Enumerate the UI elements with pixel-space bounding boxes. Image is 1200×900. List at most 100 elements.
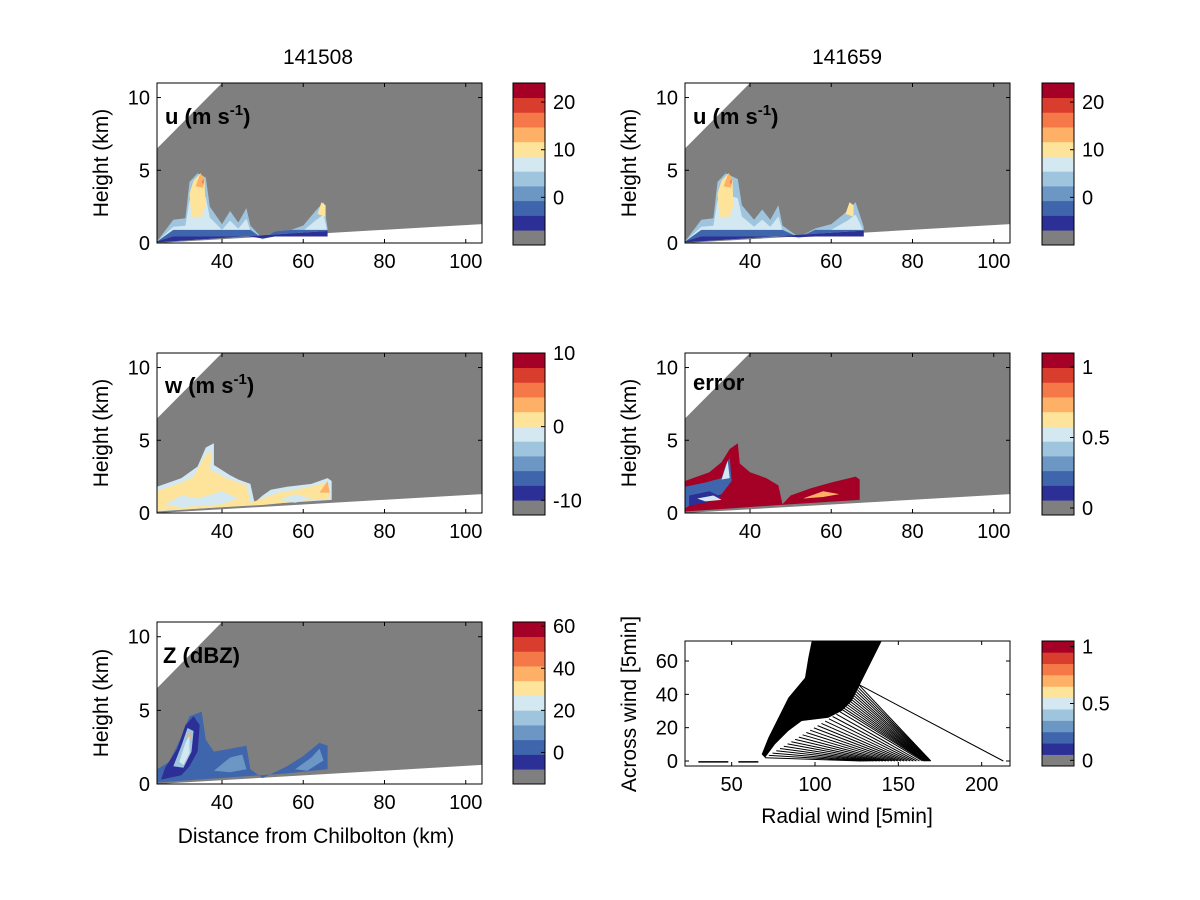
colorbar-swatch: [1042, 720, 1074, 733]
y-tick-label: 5: [667, 430, 678, 452]
colorbar-swatch: [1042, 485, 1074, 501]
colorbar-swatch: [1042, 200, 1074, 216]
panel-reflectivity: Z (dBZ) 40 60 80 100 0 5 10 Height (km) Distan…: [90, 616, 575, 848]
colorbar-swatch: [513, 367, 545, 383]
x-tick-label: 100: [449, 251, 482, 273]
hatch-line: [821, 722, 908, 762]
y-tick-label: 40: [656, 684, 678, 706]
plot-area-p5: [157, 622, 482, 784]
colorbar-swatch: [1042, 731, 1074, 744]
y-tick-label: 10: [656, 358, 678, 380]
filled-region: [761, 641, 882, 758]
panel-label-p4: error: [693, 370, 745, 395]
y-tick-label: 20: [656, 718, 678, 740]
panel-label-p3: w (m s-1): [164, 371, 254, 398]
x-tick-label: 100: [977, 521, 1010, 543]
x-tick-label: 100: [798, 774, 831, 796]
hatch-line: [787, 743, 880, 762]
colorbar-tick-label: 20: [1082, 92, 1104, 114]
y-tick-label: 10: [128, 358, 150, 380]
u-field-region: [201, 179, 205, 185]
x-tick-label: 100: [977, 251, 1010, 273]
y-tick-label: 0: [667, 233, 678, 255]
colorbar-swatch: [513, 622, 545, 638]
hatch-line: [809, 729, 899, 762]
panel-wind-scatter: 50 100 150 200 0 20 40 60 Across wind [5min] Ra…: [618, 616, 1110, 828]
colorbar-tick-label: 0: [553, 187, 564, 209]
colorbar-swatch: [1042, 127, 1074, 143]
axes-frame-p1: [156, 82, 483, 244]
colorbar-swatch: [513, 769, 545, 784]
axes-frame-p2: [684, 82, 1011, 244]
y-tick-label: 60: [656, 651, 678, 673]
colorbar-swatch: [513, 112, 545, 128]
colorbar-frame: [512, 352, 546, 516]
colorbar-swatch: [1042, 411, 1074, 427]
colorbar-p3: -10 0 10: [512, 343, 582, 516]
panel-label-p1: u (m s-1): [165, 102, 250, 129]
colorbar-p4: 00.51: [1041, 352, 1110, 520]
colorbar-tick-label: 60: [553, 616, 575, 638]
ticks-p2: 40 60 80 100 0 5 10: [656, 83, 1010, 273]
hatch-line: [768, 754, 865, 762]
panel-w: w (m s-1) 40 60 80 100 0 5 10 Height (km) -10 0…: [90, 343, 582, 543]
colorbar-frame: [1041, 82, 1075, 246]
y-tick-label: 10: [128, 88, 150, 110]
hatch-line: [848, 699, 928, 762]
colorbar-tick-label: 10: [553, 140, 575, 162]
colorbar-swatch: [1042, 367, 1074, 383]
y-tick-label: 10: [656, 88, 678, 110]
x-tick-label: 40: [739, 251, 761, 273]
colorbar-swatch: [1042, 186, 1074, 202]
colorbar-swatch: [513, 456, 545, 472]
reflectivity-region: [187, 731, 192, 737]
colorbar-tick-label: 10: [553, 343, 575, 365]
panel-label-p5: Z (dBZ): [163, 643, 240, 668]
colorbar-tick-label: 1: [1082, 357, 1093, 379]
x-tick-label: 100: [449, 792, 482, 814]
colorbar-p6: 00.51: [1041, 637, 1110, 772]
x-tick-label: 150: [882, 774, 915, 796]
colorbar-frame: [1041, 352, 1075, 516]
x-tick-label: 60: [820, 251, 842, 273]
hatch-line: [843, 707, 925, 762]
hatch-line: [845, 703, 926, 762]
colorbar-swatch: [1042, 141, 1074, 157]
colorbar-swatch: [513, 156, 545, 172]
axes-frame-p4: [684, 352, 1011, 514]
colorbar-swatch: [1042, 470, 1074, 486]
error-field-region: [802, 491, 840, 499]
y-tick-label: 5: [667, 160, 678, 182]
colorbar-swatch: [1042, 171, 1074, 187]
colorbar-swatch: [1042, 500, 1074, 515]
x-tick-label: 80: [373, 521, 395, 543]
colorbar-swatch: [1042, 441, 1074, 457]
colorbar-swatch: [513, 215, 545, 231]
y-tick-label: 0: [667, 503, 678, 525]
plot-area-p6: [685, 641, 1010, 766]
colorbar-tick-label: 0.5: [1082, 694, 1110, 716]
colorbar-tick-label: 20: [553, 700, 575, 722]
y-tick-label: 5: [139, 430, 150, 452]
y-axis-label-p1: Height (km): [90, 109, 113, 218]
colorbar-tick-label: 0: [1082, 750, 1093, 772]
x-tick-label: 40: [211, 521, 233, 543]
hatch-line: [842, 709, 925, 762]
colorbar-swatch: [513, 83, 545, 99]
axes-frame-p3: [156, 352, 483, 514]
colorbar-swatch: [1042, 426, 1074, 442]
hatch-line: [791, 741, 883, 762]
colorbar-swatch: [1042, 97, 1074, 113]
hatch-line: [828, 718, 914, 762]
colorbar-tick-label: 0: [1082, 187, 1093, 209]
error-field-region: [721, 460, 730, 480]
y-tick-label: 0: [139, 774, 150, 796]
axes-frame-p6: [684, 640, 1011, 767]
x-axis-label-p5: Distance from Chilbolton (km): [178, 825, 455, 848]
error-field-region: [697, 495, 722, 502]
y-axis-label-p6: Across wind [5min]: [618, 616, 641, 792]
colorbar-tick-label: 10: [1082, 140, 1104, 162]
hatch-line: [851, 693, 929, 762]
y-axis-label-p5: Height (km): [90, 649, 113, 758]
